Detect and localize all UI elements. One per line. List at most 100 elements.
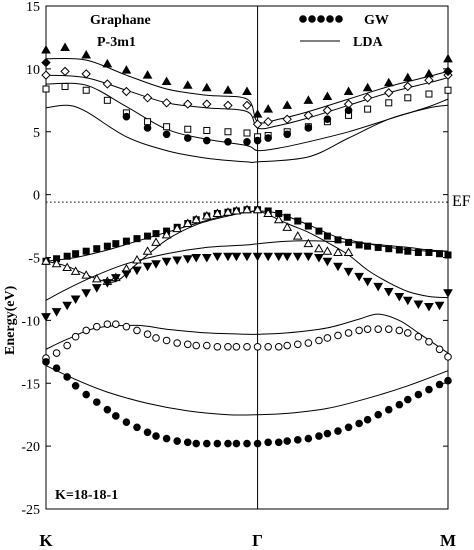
kpoint-label: K xyxy=(39,531,53,550)
gw-point-open-triangle-up xyxy=(62,262,73,272)
gw-point-filled-circle xyxy=(264,134,272,142)
gw-point-open-circle xyxy=(323,334,332,342)
gw-point-filled-triangle-down xyxy=(142,262,153,272)
gw-point-open-circle xyxy=(395,326,404,335)
gw-point-open-triangle-up xyxy=(231,205,242,215)
gw-point-open-circle xyxy=(52,349,61,357)
gw-point-filled-circle xyxy=(122,112,131,121)
gw-point-filled-triangle-down xyxy=(132,266,142,276)
y-tick-label: 5 xyxy=(33,126,40,141)
gw-point-filled-square xyxy=(414,248,422,256)
gw-point-filled-circle xyxy=(103,405,112,414)
gw-point-open-square xyxy=(144,118,152,126)
gw-point-filled-diamond xyxy=(41,57,51,68)
gw-point-filled-circle xyxy=(283,437,292,445)
gw-point-filled-circle xyxy=(92,398,101,406)
gw-point-filled-triangle-up xyxy=(121,65,132,74)
gw-point-open-square xyxy=(163,123,171,131)
gw-point-open-triangle-up xyxy=(191,214,202,224)
gw-point-open-square xyxy=(42,85,50,93)
gw-point-open-triangle-up xyxy=(41,256,51,265)
gw-point-open-circle xyxy=(435,345,444,354)
gw-point-filled-circle xyxy=(326,15,334,23)
gw-point-filled-circle xyxy=(82,390,90,399)
gw-point-open-diamond xyxy=(282,114,292,124)
gw-point-filled-triangle-up xyxy=(182,80,193,89)
gw-point-open-circle xyxy=(112,320,120,328)
gw-point-open-circle xyxy=(122,322,131,331)
gw-point-filled-circle xyxy=(63,373,71,381)
gw-point-filled-triangle-up xyxy=(282,100,293,109)
gw-point-filled-circle xyxy=(335,15,343,23)
gw-point-open-diamond xyxy=(362,93,373,103)
gw-point-filled-circle xyxy=(344,423,353,432)
gw-point-filled-triangle-down xyxy=(394,292,405,302)
gw-point-filled-square xyxy=(436,250,444,258)
annotation-graphane: Graphane xyxy=(90,13,151,28)
gw-point-filled-triangle-up xyxy=(201,82,212,92)
gw-point-open-square xyxy=(61,82,69,90)
gw-point-filled-square xyxy=(334,236,342,244)
gw-point-filled-triangle-down xyxy=(172,256,183,266)
y-axis-label: Energy(eV) xyxy=(3,285,18,355)
gw-point-filled-circle xyxy=(363,415,372,424)
legend-lda-label: LDA xyxy=(353,35,383,50)
gw-point-filled-circle xyxy=(414,390,423,399)
lda-bands xyxy=(45,57,449,416)
gw-point-open-circle xyxy=(355,326,363,335)
gw-point-open-diamond xyxy=(263,116,273,127)
gw-point-filled-triangle-down xyxy=(121,270,132,279)
gw-point-filled-triangle-up xyxy=(242,86,252,96)
gw-point-filled-triangle-down xyxy=(161,257,172,267)
gw-point-open-circle xyxy=(444,353,452,361)
gw-point-filled-circle xyxy=(374,410,382,419)
gw-point-filled-circle xyxy=(253,439,262,448)
y-tick-label: -10 xyxy=(21,314,40,329)
gw-point-filled-circle xyxy=(323,115,332,123)
gw-point-filled-circle xyxy=(384,405,393,414)
gw-point-filled-triangle-down xyxy=(424,303,434,312)
gw-point-filled-circle xyxy=(317,15,325,23)
gw-point-filled-triangle-down xyxy=(383,287,394,297)
gw-point-open-circle xyxy=(315,336,323,345)
gw-point-filled-circle xyxy=(304,124,313,132)
gw-point-open-circle xyxy=(243,342,251,351)
gw-point-open-square xyxy=(364,105,372,113)
gw-point-filled-square xyxy=(294,217,302,225)
gw-point-open-diamond xyxy=(303,110,314,121)
gw-point-filled-circle xyxy=(112,412,120,420)
gw-point-filled-circle xyxy=(435,380,444,389)
gw-point-open-diamond xyxy=(322,105,333,116)
y-tick-label: 10 xyxy=(26,63,40,78)
gw-point-open-diamond xyxy=(121,86,132,97)
gw-point-open-diamond xyxy=(60,66,70,77)
gw-point-open-diamond xyxy=(424,75,434,85)
gw-point-filled-circle xyxy=(52,364,61,372)
gw-point-filled-triangle-down xyxy=(151,260,161,269)
gw-point-open-square xyxy=(243,129,251,137)
gw-point-filled-circle xyxy=(334,427,342,435)
gw-point-open-triangle-up xyxy=(292,231,303,240)
gw-point-filled-circle xyxy=(71,381,80,390)
gw-point-filled-triangle-down xyxy=(91,284,102,293)
gw-point-open-square xyxy=(444,86,452,94)
gw-point-open-circle xyxy=(334,331,342,340)
gw-point-open-circle xyxy=(82,326,90,335)
gw-point-open-triangle-up xyxy=(161,229,172,239)
gw-point-open-circle xyxy=(192,341,201,350)
gw-point-filled-circle xyxy=(152,432,160,440)
legend-gw-marker xyxy=(299,15,343,23)
gw-points xyxy=(41,42,453,448)
gw-point-open-circle xyxy=(304,339,313,347)
gw-point-filled-circle xyxy=(425,385,433,394)
gw-point-open-diamond xyxy=(242,100,252,111)
gw-point-filled-square xyxy=(404,247,412,255)
gw-point-filled-triangle-up xyxy=(303,95,314,104)
annotation-kmesh: K=18-18-1 xyxy=(55,488,118,503)
gw-point-open-triangle-up xyxy=(70,266,81,275)
gw-point-filled-triangle-down xyxy=(343,267,354,277)
gw-point-filled-triangle-down xyxy=(242,252,252,262)
gw-point-open-square xyxy=(184,125,192,133)
gw-point-filled-triangle-up xyxy=(81,50,92,59)
